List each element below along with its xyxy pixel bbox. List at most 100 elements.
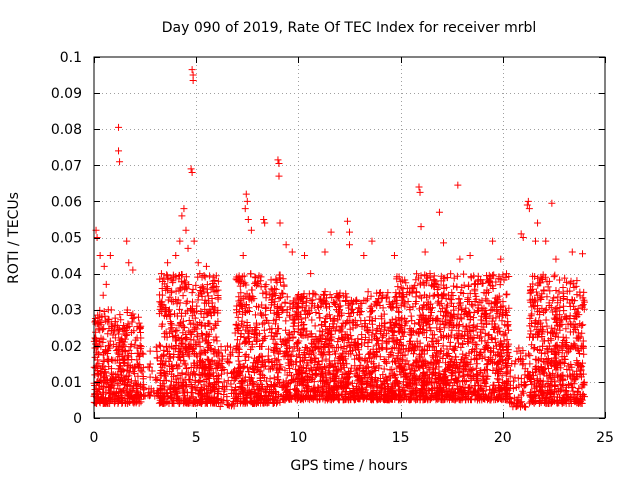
x-tick-labels: 0 5 10 15 20 25 <box>90 430 614 446</box>
data-point-dense <box>302 365 310 373</box>
data-point-dense <box>430 342 438 350</box>
data-point-dense <box>391 293 399 301</box>
data-point-dense <box>399 328 407 336</box>
data-point-dense <box>443 274 451 282</box>
data-point-dense <box>201 363 209 371</box>
data-point-dense <box>214 390 222 398</box>
data-point-dense <box>196 270 204 278</box>
data-point-dense <box>357 308 365 316</box>
data-point-dense <box>232 369 240 377</box>
data-point-dense <box>209 284 217 292</box>
data-point-dense <box>456 369 464 377</box>
data-point-dense <box>240 333 248 341</box>
data-point-dense <box>255 272 263 280</box>
data-point-dense <box>100 307 108 315</box>
data-point-dense <box>421 271 429 279</box>
data-point-dense <box>392 373 400 381</box>
data-point-dense <box>320 291 328 299</box>
data-point-dense <box>488 317 496 325</box>
data-point-dense <box>402 345 410 353</box>
data-point-dense <box>357 376 365 384</box>
data-point-dense <box>139 383 147 391</box>
data-point-dense <box>367 394 375 402</box>
data-point-dense <box>302 314 310 322</box>
data-point-dense <box>413 270 421 278</box>
data-point-dense <box>166 329 174 337</box>
data-point-dense <box>253 393 261 401</box>
data-point-dense <box>191 376 199 384</box>
data-point-dense <box>214 309 222 317</box>
data-point-dense <box>533 376 541 384</box>
data-point-dense <box>410 327 418 335</box>
data-point-dense <box>535 279 543 287</box>
data-point <box>517 230 525 238</box>
data-point <box>190 237 198 245</box>
data-point-dense <box>343 330 351 338</box>
data-point-dense <box>388 334 396 342</box>
data-point-dense <box>270 374 278 382</box>
data-point-dense <box>535 394 543 402</box>
data-point-dense <box>571 395 579 403</box>
data-point-dense <box>373 377 381 385</box>
x-axis-label: GPS time / hours <box>290 458 407 474</box>
data-point-dense <box>490 389 498 397</box>
data-point-dense <box>157 384 165 392</box>
data-point-dense <box>272 275 280 283</box>
data-point-dense <box>472 280 480 288</box>
data-point-dense <box>305 306 313 314</box>
data-point-dense <box>521 381 529 389</box>
data-point-dense <box>425 375 433 383</box>
data-point-dense <box>163 398 171 406</box>
data-point-dense <box>519 361 527 369</box>
data-point-dense <box>439 342 447 350</box>
data-point-dense <box>483 272 491 280</box>
data-point-dense <box>433 357 441 365</box>
data-point <box>307 270 315 278</box>
data-point-dense <box>356 311 364 319</box>
data-point-dense <box>314 336 322 344</box>
data-point-dense <box>458 390 466 398</box>
data-point-dense <box>556 318 564 326</box>
data-point-dense <box>146 391 154 399</box>
data-point-dense <box>334 292 342 300</box>
data-point-dense <box>246 394 254 402</box>
data-point-dense <box>580 288 588 296</box>
data-point-dense <box>240 397 248 405</box>
data-point <box>170 273 178 281</box>
data-point-dense <box>469 365 477 373</box>
data-point-dense <box>118 377 126 385</box>
data-point-dense <box>102 372 110 380</box>
data-point-dense <box>433 324 441 332</box>
data-point <box>116 158 124 166</box>
data-point-dense <box>386 318 394 326</box>
data-point-dense <box>105 355 113 363</box>
data-point-dense <box>578 363 586 371</box>
data-point-dense <box>492 278 500 286</box>
data-point-dense <box>245 368 253 376</box>
data-point-dense <box>251 273 259 281</box>
data-point-dense <box>177 285 185 293</box>
data-point-dense <box>336 379 344 387</box>
data-point-dense <box>461 354 469 362</box>
data-point-dense <box>260 319 268 327</box>
data-point-dense <box>493 360 501 368</box>
data-point-dense <box>428 394 436 402</box>
data-point-dense <box>531 273 539 281</box>
data-point <box>532 237 540 245</box>
data-point-dense <box>367 292 375 300</box>
data-point-dense <box>209 277 217 285</box>
data-point-dense <box>129 314 137 322</box>
data-point-dense <box>238 377 246 385</box>
data-point-dense <box>474 377 482 385</box>
data-point-dense <box>387 323 395 331</box>
data-point-dense <box>456 382 464 390</box>
data-point-dense <box>563 391 571 399</box>
data-point-dense <box>454 310 462 318</box>
data-point-dense <box>420 322 428 330</box>
data-point-dense <box>348 305 356 313</box>
data-point-dense <box>428 343 436 351</box>
data-point-dense <box>166 354 174 362</box>
data-point-dense <box>538 276 546 284</box>
data-point-dense <box>247 345 255 353</box>
data-point-dense <box>340 342 348 350</box>
